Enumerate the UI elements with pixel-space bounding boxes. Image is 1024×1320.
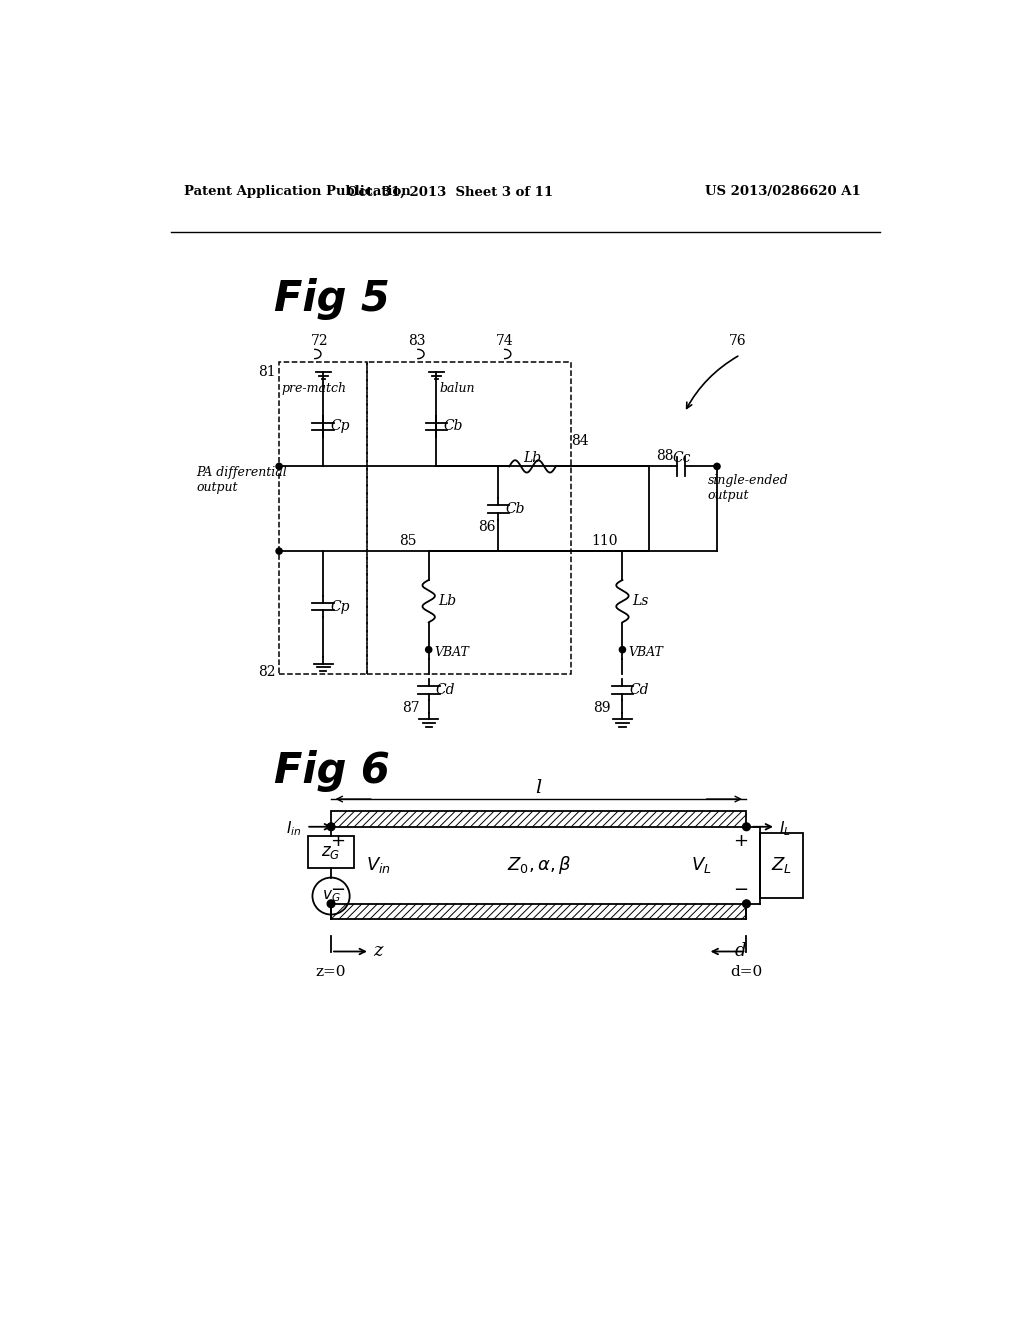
Text: d=0: d=0 [730,965,763,979]
Text: Cb: Cb [443,420,463,433]
Circle shape [742,822,751,830]
Text: pre-match: pre-match [282,381,346,395]
Text: 74: 74 [496,334,514,348]
Text: 84: 84 [571,434,589,447]
Text: l: l [536,779,542,797]
Circle shape [620,647,626,653]
Text: Cb: Cb [506,502,525,516]
Circle shape [328,900,335,908]
Text: Cd: Cd [435,682,456,697]
Bar [331,904,746,919]
Text: $z_G$: $z_G$ [322,843,341,861]
Text: US 2013/0286620 A1: US 2013/0286620 A1 [705,185,861,198]
Text: 81: 81 [258,364,275,379]
Text: $v_G$: $v_G$ [322,888,340,904]
Text: Cc: Cc [672,451,690,465]
Text: $Z_L$: $Z_L$ [771,855,793,875]
Text: Cp: Cp [331,599,350,614]
Text: 88: 88 [656,449,674,463]
Text: 110: 110 [592,535,617,548]
Text: 87: 87 [402,701,420,715]
Circle shape [714,463,720,470]
Text: $I_{in}$: $I_{in}$ [286,820,302,838]
Text: $V_{in}$: $V_{in}$ [366,855,391,875]
Circle shape [426,647,432,653]
Text: Cp: Cp [331,420,350,433]
Text: 82: 82 [258,665,275,678]
Text: 76: 76 [729,334,746,348]
Circle shape [276,548,283,554]
Text: +: + [330,832,345,850]
Bar [761,833,803,898]
Text: z=0: z=0 [315,965,346,979]
Text: Lb: Lb [438,594,456,609]
Text: $Z_0, \alpha, \beta$: $Z_0, \alpha, \beta$ [507,854,571,876]
Text: 83: 83 [409,334,426,348]
Text: −: − [733,880,748,899]
Text: single-ended
output: single-ended output [708,474,788,502]
Bar [331,812,746,826]
Text: Lb: Lb [523,451,542,465]
Bar [280,363,367,675]
Bar [308,836,354,869]
Text: $I_L$: $I_L$ [779,820,791,838]
Text: PA differential
output: PA differential output [197,466,287,494]
Text: Fig 5: Fig 5 [273,277,389,319]
Circle shape [328,822,335,830]
Text: −: − [330,880,345,899]
Text: +: + [733,832,748,850]
Text: VBAT: VBAT [434,645,469,659]
Text: Oct. 31, 2013  Sheet 3 of 11: Oct. 31, 2013 Sheet 3 of 11 [346,185,553,198]
Text: 89: 89 [593,701,610,715]
Text: Fig 6: Fig 6 [273,750,389,792]
Text: $V_L$: $V_L$ [691,855,712,875]
Text: Patent Application Publication: Patent Application Publication [183,185,411,198]
Circle shape [276,463,283,470]
Circle shape [742,900,751,908]
Text: Cd: Cd [630,682,649,697]
Text: 72: 72 [311,334,329,348]
Text: 86: 86 [478,520,496,535]
Text: z: z [373,942,382,961]
Text: 85: 85 [399,535,417,548]
Bar [367,363,571,675]
Text: balun: balun [439,381,475,395]
Text: VBAT: VBAT [628,645,663,659]
Text: d: d [734,942,746,960]
Text: Ls: Ls [632,594,648,609]
